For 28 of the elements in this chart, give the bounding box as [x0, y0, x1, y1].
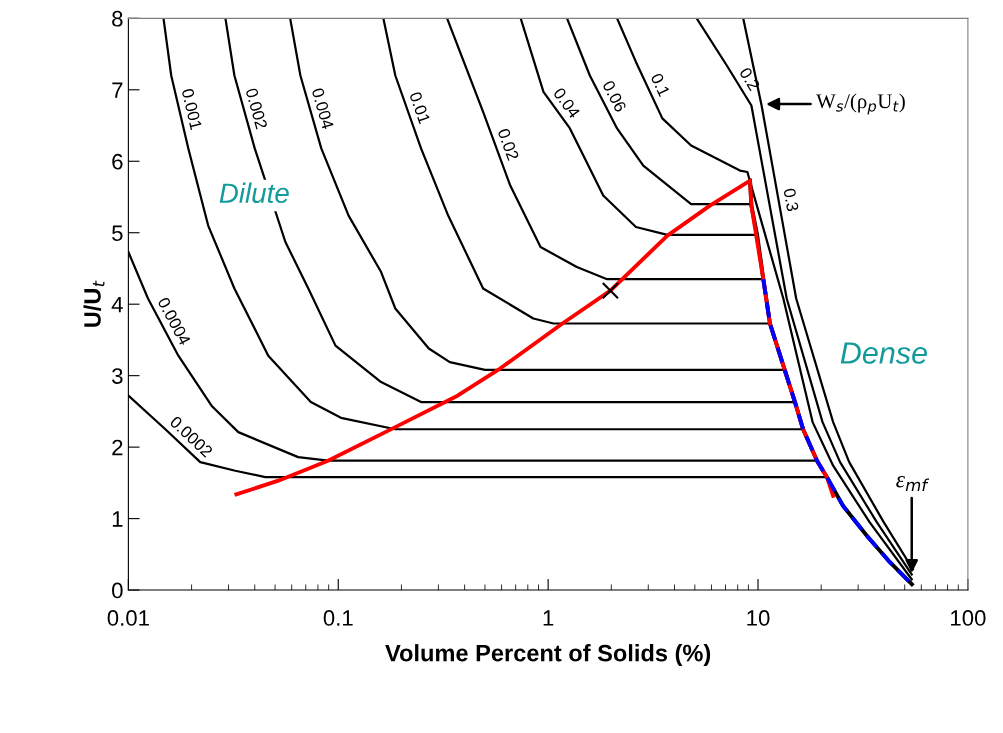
annotation: ε$_{mf}$ [896, 476, 930, 492]
x-tick-label: 10 [747, 610, 770, 626]
text: 0.1 [650, 72, 671, 98]
y-tick-label: 6 [112, 153, 123, 170]
x-tick-label: 1 [543, 610, 554, 626]
annotation: W$_{s}$/(ρ$_{p}$U$_{t}$) [816, 93, 905, 115]
text: 0.004 [311, 87, 335, 130]
text: 0.002 [245, 87, 268, 130]
x-tick-label: 100 [951, 610, 986, 626]
y-tick-label: 5 [112, 225, 123, 241]
text: 0.3 [783, 188, 799, 212]
y-tick-label: 2 [112, 439, 123, 456]
text: 0.06 [602, 79, 627, 113]
y-tick-label: 1 [112, 511, 123, 527]
annotation: Dilute [219, 182, 289, 204]
x-tick-label: 0.1 [323, 610, 353, 626]
y-tick-label: 3 [112, 368, 123, 384]
y-tick-label: 7 [112, 82, 123, 98]
y-tick-label: 8 [112, 10, 123, 27]
y-axis-title: U/U$_{t}$ [83, 280, 105, 327]
y-tick-label: 4 [111, 296, 123, 313]
text: 0.02 [497, 127, 520, 161]
x-axis-title: Volume Percent of Solids (%) [385, 644, 711, 667]
text: 0.01 [409, 91, 431, 125]
annotation: Dense [840, 342, 927, 364]
x-tick-label: 0.01 [107, 610, 149, 626]
text: 0.001 [181, 88, 203, 130]
y-tick-label: 0 [112, 582, 123, 599]
